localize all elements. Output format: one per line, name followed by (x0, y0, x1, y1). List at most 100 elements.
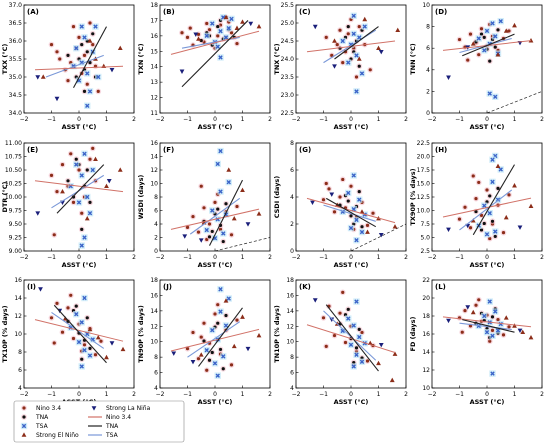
nino-point (195, 229, 202, 236)
tna-fit-line (209, 179, 243, 246)
nino-point (348, 183, 354, 190)
panel-letter: (A) (27, 8, 39, 16)
strong-el-nino-point-shape (376, 45, 381, 50)
tsa-point (350, 205, 357, 213)
tna-point-dot (74, 304, 78, 308)
y-tick-label: 4 (154, 385, 158, 392)
tsa-point (489, 20, 496, 27)
x-tick-label: 0 (213, 116, 217, 123)
y-tick-label: 9.75 (9, 208, 23, 215)
tsa-point (345, 315, 352, 322)
y-tick-label: 22.5 (281, 110, 295, 117)
y-tick-label: 14 (150, 308, 158, 315)
nino-point (81, 341, 88, 348)
tna-point-dot (80, 43, 84, 47)
tsa-point-cross (204, 33, 209, 39)
x-tick-label: −1 (47, 116, 56, 123)
tsa-point (84, 102, 91, 109)
nino-point-dot (55, 190, 59, 194)
tsa-point-cross (354, 299, 359, 304)
nino-point-dot (185, 35, 190, 40)
tsa-fit-line (187, 321, 241, 358)
strong-la-nina-point (35, 75, 41, 80)
tsa-point (353, 351, 360, 359)
x-axis-label: ASST (°C) (334, 398, 369, 406)
tsa-point-cross (79, 320, 84, 325)
y-tick-label: 12.5 (417, 194, 431, 201)
x-tick-label: 0 (77, 116, 81, 123)
nino-fit-line (442, 197, 532, 218)
tsa-point-cross (346, 316, 351, 321)
y-tick-label: 36.5 (9, 20, 23, 27)
nino-point-dot (466, 58, 470, 62)
y-tick-label: 12 (150, 323, 158, 330)
x-tick-label: −1 (183, 254, 192, 261)
nino-point-dot (91, 43, 95, 47)
strong-la-nina-point (517, 328, 523, 333)
tsa-point-cross (487, 91, 492, 96)
panel-letter: (C) (299, 8, 311, 16)
nino-point-dot (341, 61, 345, 65)
tsa-point (356, 333, 363, 341)
nino-point-dot (460, 330, 464, 334)
tna-point-dot (349, 214, 353, 218)
strong-el-nino-point (376, 360, 381, 366)
nino-point-dot (479, 27, 484, 31)
nino-point-dot (82, 343, 87, 347)
tsa-point (217, 28, 224, 35)
tsa-point-cross (359, 229, 365, 235)
strong-la-nina-point (446, 75, 451, 80)
strong-la-nina-point-shape (35, 75, 41, 80)
nino-point (76, 34, 82, 41)
y-tick-label: 0 (426, 110, 430, 117)
y-tick-label: 8 (154, 354, 158, 361)
nino-point-dot (327, 187, 331, 191)
strong-la-nina-point (179, 69, 185, 74)
strong-el-nino-point (117, 45, 123, 50)
tsa-point (217, 188, 224, 195)
nino-point-dot (330, 53, 334, 58)
strong-el-nino-point-shape (376, 360, 381, 366)
tsa-point (486, 298, 493, 305)
tsa-point (358, 70, 366, 77)
strong-el-nino-point (84, 216, 90, 221)
y-tick-label: 2 (426, 88, 430, 95)
legend-marker (21, 432, 27, 437)
tsa-point (78, 23, 85, 30)
nino-point-dot (501, 231, 506, 235)
tsa-point (75, 338, 83, 346)
tsa-point-cross (93, 24, 98, 29)
strong-la-nina-point-shape (378, 343, 384, 348)
y-tick-label: 14 (422, 349, 430, 356)
nino-point-dot (229, 363, 234, 367)
tsa-point (492, 228, 499, 235)
nino-point-dot (49, 43, 54, 47)
legend-marker-cross (21, 423, 27, 429)
x-tick-label: 0 (485, 254, 489, 261)
nino-point-dot (477, 180, 481, 185)
nino-point-dot (365, 359, 370, 363)
x-tick-label: −1 (183, 391, 192, 398)
y-tick-label: 16 (150, 292, 158, 299)
x-tick-label: 2 (404, 254, 408, 261)
tsa-point (497, 18, 504, 25)
tsa-fit-line (459, 189, 513, 231)
nino-point (201, 320, 207, 327)
tsa-point-cross (351, 13, 356, 18)
tna-point (220, 365, 227, 372)
tsa-point (95, 73, 102, 81)
tsa-point-cross (493, 34, 498, 39)
nino-point-dot (507, 325, 511, 329)
y-tick-label: 23.5 (281, 74, 295, 81)
y-tick-label: 16 (286, 292, 294, 299)
strong-el-nino-point-shape (365, 229, 370, 234)
strong-la-nina-point (310, 200, 315, 205)
y-tick-label: 2 (290, 221, 294, 228)
y-tick-label: 18 (150, 2, 158, 9)
tsa-point-cross (357, 35, 362, 40)
x-axis-label: ASST (°C) (470, 261, 505, 269)
tsa-point (350, 363, 357, 370)
y-tick-label: 5.0 (420, 235, 430, 242)
legend-item-elnino: Strong El Niño (21, 432, 79, 439)
strong-el-nino-point-shape (87, 38, 93, 43)
